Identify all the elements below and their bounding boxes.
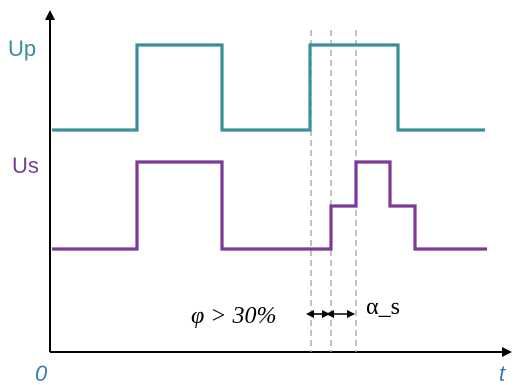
us-label: Us [12, 153, 39, 178]
alpha-annotation: α_s [366, 294, 400, 320]
up-label: Up [8, 36, 36, 61]
time-axis-label: t [499, 361, 506, 385]
up-waveform [52, 43, 485, 132]
us-waveform [52, 160, 487, 251]
phase-annotation: φ > 30% [191, 303, 276, 329]
origin-label: 0 [35, 361, 48, 385]
